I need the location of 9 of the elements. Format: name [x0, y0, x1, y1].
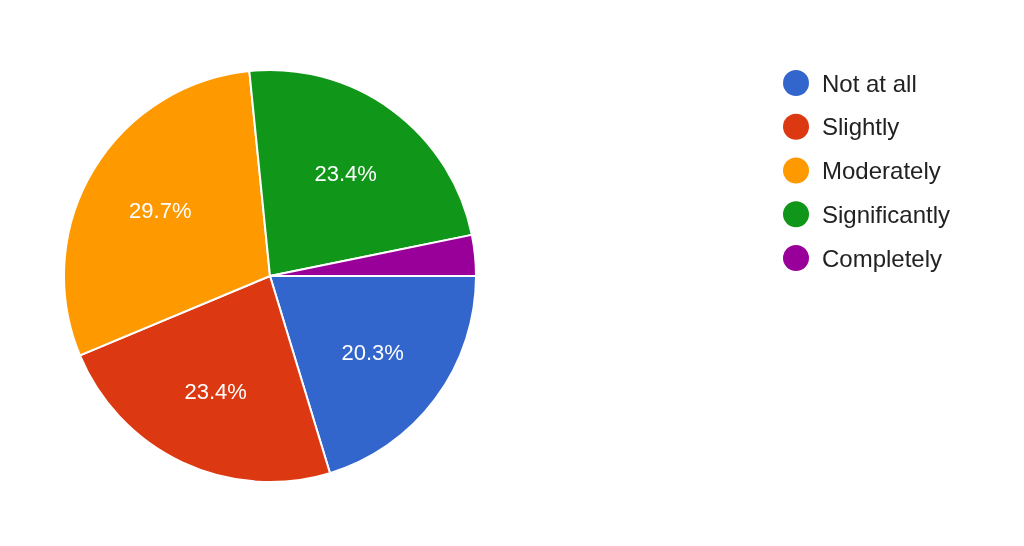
- legend-label: Moderately: [822, 157, 941, 184]
- legend-label: Slightly: [822, 113, 900, 141]
- data-label: 23.4%: [184, 379, 247, 405]
- legend-label: Not at all: [822, 69, 917, 97]
- legend-label: Significantly: [822, 200, 951, 228]
- data-label: 29.7%: [129, 198, 192, 224]
- data-label: 23.4%: [314, 160, 377, 186]
- legend-label: Completely: [822, 244, 943, 272]
- data-label: 20.3%: [341, 339, 404, 365]
